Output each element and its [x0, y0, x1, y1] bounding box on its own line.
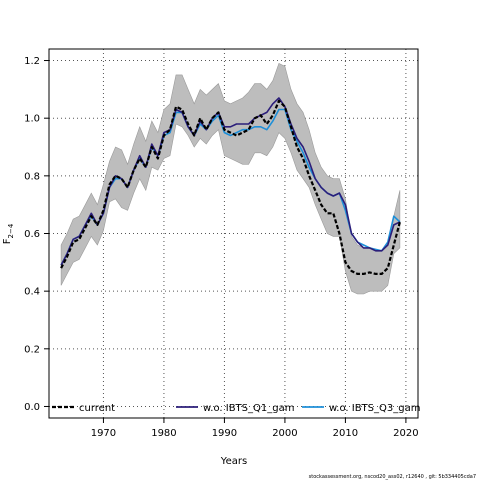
y-axis-title-main: F — [2, 238, 13, 244]
legend-label-0: current — [79, 403, 115, 414]
series-line-0 — [60, 99, 401, 275]
legend: current w.o. IBTS_Q1_gam w.o. IBTS_Q3_gam — [52, 403, 420, 414]
x-tick-label: 1970 — [91, 428, 116, 439]
x-tick-label: 1980 — [151, 428, 176, 439]
confidence-band — [60, 62, 401, 295]
x-tick-label: 2010 — [333, 428, 358, 439]
svg-text:F2−4: F2−4 — [2, 223, 15, 244]
x-tick-label: 1990 — [212, 428, 237, 439]
legend-label-1: w.o. IBTS_Q1_gam — [203, 403, 294, 414]
x-tick-label: 2000 — [272, 428, 297, 439]
series-lines — [60, 97, 401, 275]
x-tick-label: 2020 — [393, 428, 418, 439]
y-axis-title-subscript: 2−4 — [7, 223, 15, 238]
y-axis-title: F2−4 — [2, 223, 15, 244]
y-tick-label: 1.0 — [24, 114, 40, 125]
y-tick-label: 0.6 — [24, 229, 40, 240]
confidence-band-area — [60, 62, 401, 295]
y-tick-label: 0.2 — [24, 344, 40, 355]
legend-label-2: w.o. IBTS_Q3_gam — [329, 403, 420, 414]
x-axis-title: Years — [220, 456, 247, 467]
y-tick-label: 1.2 — [24, 56, 40, 67]
footer-note: stockassessment.org, nscod20_ass02, r126… — [309, 474, 476, 480]
y-tick-label: 0.0 — [24, 402, 40, 413]
y-tick-label: 0.8 — [24, 171, 40, 182]
y-tick-label: 0.4 — [24, 287, 40, 298]
x-axis: 1970 1980 1990 2000 2010 2020 — [91, 418, 419, 439]
series-line-2 — [60, 108, 401, 266]
y-axis: 0.0 0.2 0.4 0.6 0.8 1.0 1.2 — [24, 56, 49, 413]
